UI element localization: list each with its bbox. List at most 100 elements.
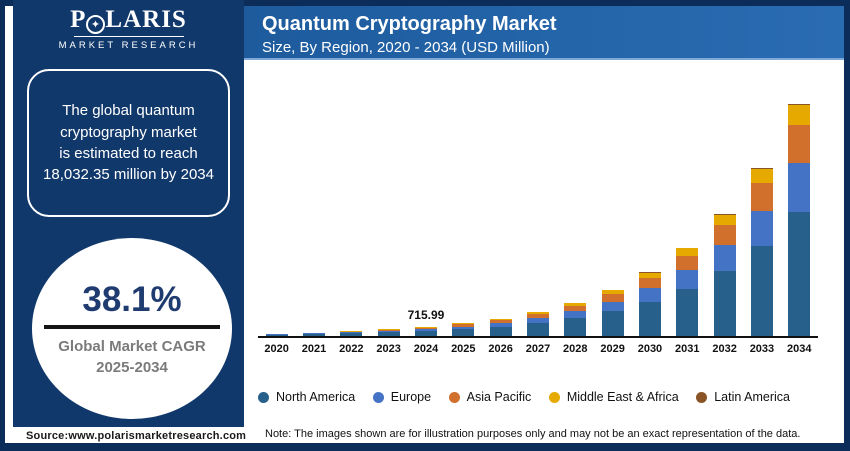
bar-segment-europe — [302, 333, 325, 335]
legend-label-asia-pacific: Asia Pacific — [466, 390, 532, 404]
bar-segment-europe — [489, 322, 512, 327]
bar-2031 — [676, 247, 699, 336]
bar-segment-europe — [713, 245, 736, 271]
bar-segment-europe — [564, 311, 587, 319]
legend-dot-europe — [372, 391, 384, 403]
bar-cell-2023 — [370, 103, 407, 336]
bar-segment-middle-east-africa — [452, 323, 475, 325]
bar-2024 — [414, 326, 437, 336]
bar-segment-asia-pacific — [377, 329, 400, 332]
bar-segment-middle-east-africa — [489, 318, 512, 321]
bar-cell-2021 — [295, 103, 332, 336]
cagr-years: 2025-2034 — [96, 359, 168, 377]
frame-left — [0, 0, 5, 451]
bar-segment-asia-pacific — [788, 125, 811, 164]
bar-segment-north-america — [788, 211, 811, 336]
bar-segment-europe — [377, 331, 400, 333]
bar-segment-north-america — [676, 288, 699, 336]
year-label: 2034 — [787, 343, 812, 355]
bar-segment-asia-pacific — [526, 313, 549, 318]
year-label: 2027 — [525, 343, 551, 355]
bar-segment-north-america — [713, 270, 736, 336]
chart-title: Quantum Cryptography Market — [262, 13, 557, 35]
bar-cell-2025 — [445, 103, 482, 336]
bar-2026 — [489, 318, 512, 336]
year-label: 2028 — [563, 343, 588, 355]
bar-segment-europe — [638, 288, 661, 302]
plot-area: 715.99 — [258, 103, 818, 338]
bar-segment-north-america — [302, 334, 325, 336]
bar-cell-2033 — [743, 103, 780, 336]
cagr-value: 38.1% — [82, 279, 182, 319]
bar-segment-north-america — [340, 333, 363, 336]
year-label: 2023 — [376, 343, 401, 355]
cagr-badge: 38.1% Global Market CAGR 2025-2034 — [32, 238, 232, 419]
market-highlight-text: The global quantum cryptography market i… — [43, 102, 214, 184]
bar-segment-latin-america — [750, 168, 773, 169]
market-highlight-box: The global quantum cryptography market i… — [27, 69, 230, 217]
legend-label-middle-east-africa: Middle East & Africa — [566, 390, 679, 404]
note-text: Note: The images shown are for illustrat… — [265, 428, 801, 440]
bar-segment-north-america — [452, 329, 475, 336]
bar-cell-2022 — [333, 103, 370, 336]
bar-2021 — [302, 332, 325, 336]
bar-segment-europe — [452, 326, 475, 330]
legend-item-middle-east-africa: Middle East & Africa — [548, 390, 679, 404]
bar-segment-north-america — [638, 301, 661, 336]
legend-dot-north-america — [258, 391, 269, 403]
frame-right — [844, 0, 850, 451]
bar-segment-asia-pacific — [340, 331, 363, 333]
bar-segment-middle-east-africa — [713, 214, 736, 226]
bar-segment-europe — [526, 317, 549, 324]
bar-segment-north-america — [601, 311, 624, 336]
chart-subtitle: Size, By Region, 2020 - 2034 (USD Millio… — [262, 39, 550, 56]
bar-segment-europe — [788, 163, 811, 212]
bar-2025 — [452, 323, 475, 336]
year-label: 2033 — [749, 343, 775, 355]
bar-segment-middle-east-africa — [601, 290, 624, 294]
bar-2032 — [713, 214, 736, 336]
chart-panel: 715.99 2020 2021 2022 2023 2024 2025 2026 2027 2… — [244, 60, 844, 443]
bar-2023 — [377, 329, 400, 336]
bar-2030 — [638, 272, 661, 336]
bar-segment-latin-america — [788, 104, 811, 106]
source-text: Source:www.polarismarketresearch.com — [26, 430, 247, 442]
wordmark-post: LARIS — [105, 6, 187, 33]
bar-cell-2034 — [781, 103, 818, 336]
bar-segment-north-america — [265, 334, 288, 336]
bar-segment-europe — [340, 332, 363, 334]
bar-segment-middle-east-africa — [676, 248, 699, 256]
bar-cell-2029 — [594, 103, 631, 336]
legend-item-north-america: North America — [258, 390, 355, 404]
bar-segment-europe — [676, 270, 699, 289]
brand-logo: P ✦ LARIS MARKET RESEARCH — [13, 6, 244, 52]
year-label: 2026 — [488, 343, 513, 355]
bar-segment-asia-pacific — [676, 255, 699, 271]
year-label: 2020 — [264, 343, 289, 355]
wordmark-pre: P — [70, 6, 87, 33]
bar-segment-europe — [265, 334, 288, 335]
bar-2033 — [750, 168, 773, 336]
year-label: 2021 — [301, 343, 327, 355]
bar-segment-middle-east-africa — [638, 272, 661, 278]
bar-segment-asia-pacific — [638, 277, 661, 289]
bar-cell-2032 — [706, 103, 743, 336]
year-label: 2025 — [451, 343, 476, 355]
value-annotation: 715.99 — [407, 307, 445, 322]
year-label: 2024 — [413, 343, 439, 355]
bar-segment-middle-east-africa — [377, 329, 400, 330]
legend-item-europe: Europe — [372, 390, 431, 404]
frame-bottom — [0, 443, 850, 451]
bar-segment-middle-east-africa — [414, 326, 437, 328]
brand-tagline: MARKET RESEARCH — [58, 40, 199, 52]
legend-dot-asia-pacific — [448, 391, 460, 403]
year-label: 2032 — [712, 343, 737, 355]
year-label: 2022 — [339, 343, 364, 355]
brand-wordmark: P ✦ LARIS — [13, 6, 244, 35]
bar-segment-asia-pacific — [452, 324, 475, 327]
bar-2020 — [265, 333, 288, 336]
bar-2029 — [601, 289, 624, 336]
bar-2028 — [564, 302, 587, 336]
compass-star-icon: ✦ — [86, 15, 106, 35]
